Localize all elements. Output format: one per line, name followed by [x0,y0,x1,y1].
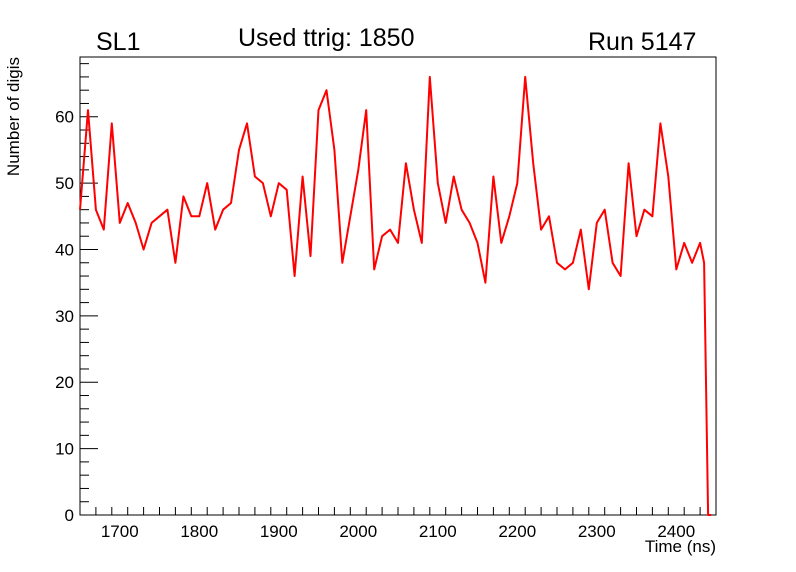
x-axis-label: Time (ns) [645,537,716,556]
y-axis-label: Number of digis [4,57,23,176]
x-tick-label: 2100 [419,522,457,541]
run-label: Run 5147 [588,28,697,56]
x-tick-label: 2300 [578,522,616,541]
tick-labels: 1700 1800 1900 2000 2100 2200 2300 2400 0 10 20 30 4… [55,108,695,541]
axis-ticks [79,63,717,516]
superlayer-label: SL1 [96,28,141,56]
x-tick-label: 2400 [657,522,695,541]
x-tick-label: 1800 [180,522,218,541]
x-tick-label: 2000 [339,522,377,541]
x-tick-label: 1700 [101,522,139,541]
y-tick-label: 60 [55,108,74,127]
ttrig-label: Used ttrig: 1850 [238,24,415,52]
y-tick-label: 50 [55,174,74,193]
plot-frame [79,56,717,516]
y-tick-label: 0 [65,506,74,525]
y-tick-label: 10 [55,440,74,459]
series-line [79,75,712,516]
y-tick-label: 20 [55,373,74,392]
x-tick-label: 1900 [260,522,298,541]
y-tick-label: 30 [55,307,74,326]
y-tick-label: 40 [55,240,74,259]
x-tick-label: 2200 [498,522,536,541]
